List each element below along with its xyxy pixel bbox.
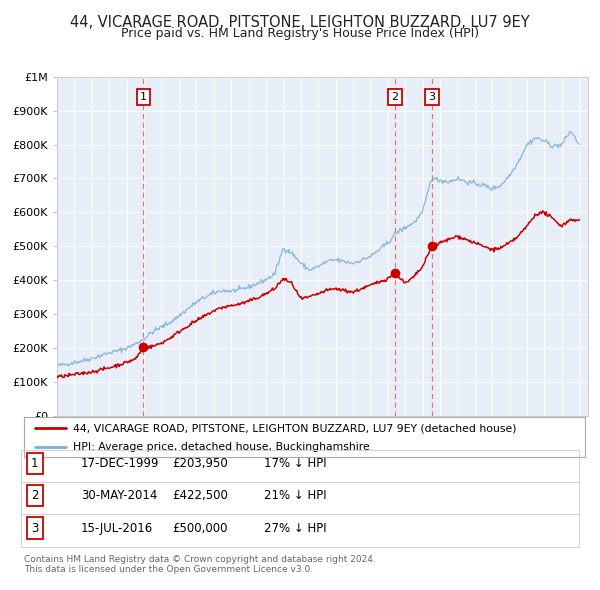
Text: 2: 2 — [392, 92, 398, 102]
Text: Price paid vs. HM Land Registry's House Price Index (HPI): Price paid vs. HM Land Registry's House … — [121, 27, 479, 40]
Text: 44, VICARAGE ROAD, PITSTONE, LEIGHTON BUZZARD, LU7 9EY: 44, VICARAGE ROAD, PITSTONE, LEIGHTON BU… — [70, 15, 530, 30]
Text: HPI: Average price, detached house, Buckinghamshire: HPI: Average price, detached house, Buck… — [73, 442, 370, 452]
Text: £203,950: £203,950 — [172, 457, 228, 470]
Text: 1: 1 — [140, 92, 147, 102]
Text: 17% ↓ HPI: 17% ↓ HPI — [264, 457, 326, 470]
Text: £500,000: £500,000 — [173, 522, 228, 535]
Text: This data is licensed under the Open Government Licence v3.0.: This data is licensed under the Open Gov… — [24, 565, 313, 573]
Text: 3: 3 — [31, 522, 38, 535]
Text: 17-DEC-1999: 17-DEC-1999 — [81, 457, 160, 470]
Text: 2: 2 — [31, 489, 38, 502]
Text: 3: 3 — [428, 92, 436, 102]
Text: 44, VICARAGE ROAD, PITSTONE, LEIGHTON BUZZARD, LU7 9EY (detached house): 44, VICARAGE ROAD, PITSTONE, LEIGHTON BU… — [73, 424, 517, 434]
Text: 21% ↓ HPI: 21% ↓ HPI — [264, 489, 326, 502]
Text: 30-MAY-2014: 30-MAY-2014 — [81, 489, 157, 502]
Text: 27% ↓ HPI: 27% ↓ HPI — [264, 522, 326, 535]
Text: Contains HM Land Registry data © Crown copyright and database right 2024.: Contains HM Land Registry data © Crown c… — [24, 555, 376, 563]
Text: 1: 1 — [31, 457, 38, 470]
Text: 15-JUL-2016: 15-JUL-2016 — [81, 522, 153, 535]
Text: £422,500: £422,500 — [172, 489, 228, 502]
